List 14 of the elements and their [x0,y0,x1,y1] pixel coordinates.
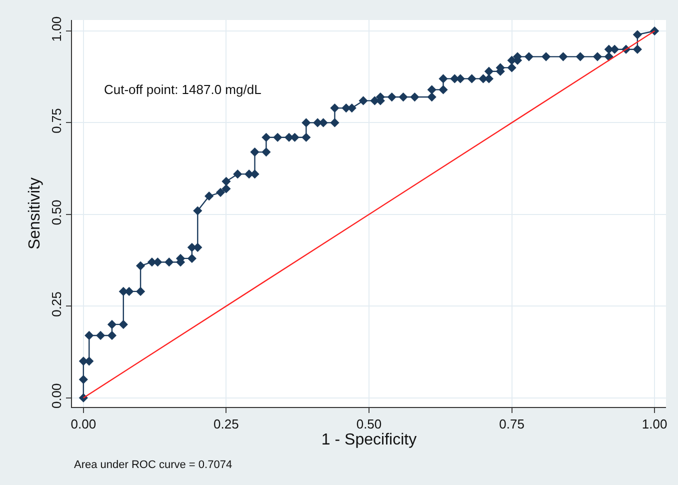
y-tick-label: 0.25 [48,292,64,317]
y-tick-label: 0.50 [48,200,64,226]
y-tick-label: 0.75 [48,108,64,134]
y-tick-label: 0.00 [48,383,64,409]
x-tick-label: 0.25 [214,416,239,432]
x-tick-label: 0.75 [499,416,524,432]
y-axis-title: Sensitivity [26,177,44,250]
x-tick-label: 1.00 [642,416,668,432]
annotation: Cut-off point: 1487.0 mg/dL [104,82,262,97]
text: Area under ROC curve = 0.7074 [74,459,232,471]
x-axis-title: 1 - Specificity [321,432,417,449]
x-tick-label: 0.00 [70,416,96,432]
x-tick-label: 0.50 [356,416,382,432]
y-tick-label: 1.00 [48,16,64,42]
